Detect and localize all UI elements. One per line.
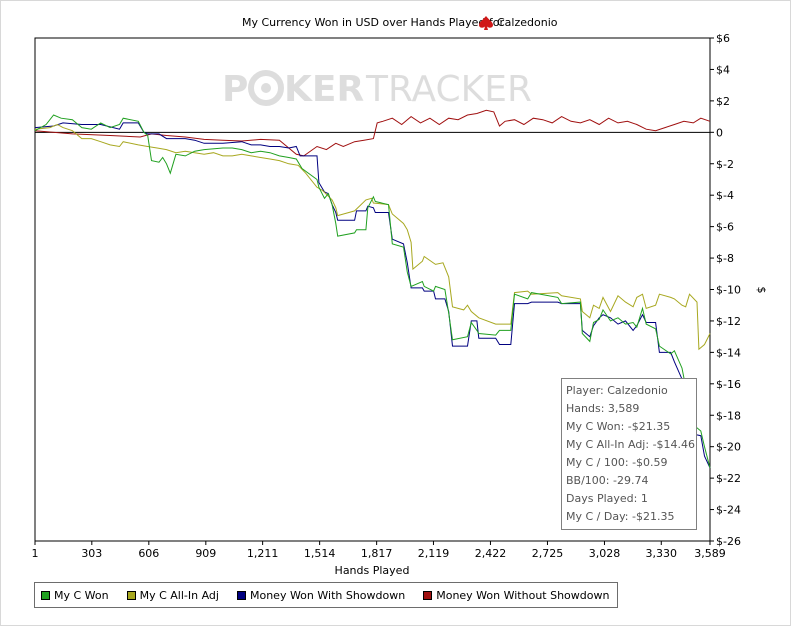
y-tick-label: $-26 xyxy=(716,535,741,548)
x-tick-label: 1,514 xyxy=(304,547,336,560)
series-line-my-c-won xyxy=(34,114,711,469)
x-tick-label: 2,422 xyxy=(475,547,507,560)
watermark-text-p: P xyxy=(222,69,248,110)
legend-label: Money Won Without Showdown xyxy=(436,588,610,602)
legend-swatch xyxy=(126,590,136,600)
series-line-money-won-without-showdown xyxy=(34,109,711,157)
y-tick-label: $-8 xyxy=(716,252,734,265)
y-tick-label: $-18 xyxy=(716,409,741,422)
y-tick-label: $-20 xyxy=(716,441,741,454)
legend-item-my-c-won[interactable]: My C Won xyxy=(41,589,109,602)
x-tick-label: 3,028 xyxy=(589,547,621,560)
tooltip-bb100: BB/100: -29.74 xyxy=(566,474,649,487)
spade-icon xyxy=(479,16,493,30)
legend-item-money-won-with-showdown[interactable]: Money Won With Showdown xyxy=(236,588,406,602)
tooltip-allin: My C All-In Adj: -$14.46 xyxy=(566,438,696,451)
y-tick-label: $-24 xyxy=(716,504,741,517)
watermark-text-tracker: TRACKER xyxy=(365,69,532,110)
stats-tooltip: Player: Calzedonio Hands: 3,589 My C Won… xyxy=(561,378,697,530)
series-line-money-won-with-showdown xyxy=(34,122,711,469)
poker-chip-icon xyxy=(248,70,284,106)
tooltip-won: My C Won: -$21.35 xyxy=(566,420,671,433)
y-tick-label: $-14 xyxy=(716,346,741,359)
y-tick-label: 0 xyxy=(716,126,723,139)
y-tick-label: $-12 xyxy=(716,315,741,328)
x-tick-label: 1 xyxy=(32,547,39,560)
legend-item-my-c-all-in-adj[interactable]: My C All-In Adj xyxy=(126,588,219,602)
tooltip-per100: My C / 100: -$0.59 xyxy=(566,456,668,469)
x-tick-label: 2,119 xyxy=(418,547,450,560)
x-tick-label: 909 xyxy=(195,547,216,560)
legend-label: My C All-In Adj xyxy=(139,588,219,602)
y-tick-label: $-22 xyxy=(716,472,741,485)
legend: My C Won My C All-In Adj Money Won With … xyxy=(34,582,619,608)
legend-swatch xyxy=(423,590,433,600)
watermark-text-ker: KER xyxy=(284,69,364,110)
legend-label: Money Won With Showdown xyxy=(249,588,406,602)
legend-swatch xyxy=(41,590,50,600)
y-tick-label: $6 xyxy=(716,32,730,45)
legend-label: My C Won xyxy=(54,588,109,602)
y-tick-label: $-4 xyxy=(716,189,734,202)
x-tick-label: 3,330 xyxy=(646,547,678,560)
y-tick-label: $4 xyxy=(716,63,730,76)
y-tick-label: $-6 xyxy=(716,221,734,234)
chart-title-player: Calzedonio xyxy=(497,16,558,29)
x-tick-label: 1,817 xyxy=(361,547,393,560)
series-line-my-c-all-in-adj xyxy=(34,123,711,351)
tooltip-hands: Hands: 3,589 xyxy=(566,402,640,415)
tooltip-perday: My C / Day: -$21.35 xyxy=(566,510,675,523)
x-tick-label: 2,725 xyxy=(532,547,564,560)
legend-item-money-won-without-showdown[interactable]: Money Won Without Showdown xyxy=(423,589,609,602)
chart-title: My Currency Won in USD over Hands Played… xyxy=(242,16,505,29)
y-tick-label: $-2 xyxy=(716,158,734,171)
y-axis-label: $ xyxy=(755,287,768,294)
tooltip-player: Player: Calzedonio xyxy=(566,384,668,397)
y-tick-label: $-16 xyxy=(716,378,741,391)
x-tick-label: 3,589 xyxy=(694,547,726,560)
x-tick-label: 606 xyxy=(138,547,159,560)
x-tick-label: 303 xyxy=(81,547,102,560)
x-tick-label: 1,211 xyxy=(247,547,279,560)
legend-swatch xyxy=(236,590,246,600)
y-tick-label: $-10 xyxy=(716,284,741,297)
x-axis-label: Hands Played xyxy=(335,564,410,577)
y-axis: $6 $4 $2 0 $-2 $-4 $-6 $-8 $-10 $-12 $-14 $-16 $-18 $… xyxy=(710,32,741,548)
tooltip-days: Days Played: 1 xyxy=(566,492,648,505)
series-group xyxy=(34,109,711,469)
watermark: P KER TRACKER xyxy=(222,69,532,110)
x-axis: 1 303 606 909 1,211 1,514 1,817 2,119 2,422 2,725… xyxy=(32,541,726,560)
y-tick-label: $2 xyxy=(716,95,730,108)
